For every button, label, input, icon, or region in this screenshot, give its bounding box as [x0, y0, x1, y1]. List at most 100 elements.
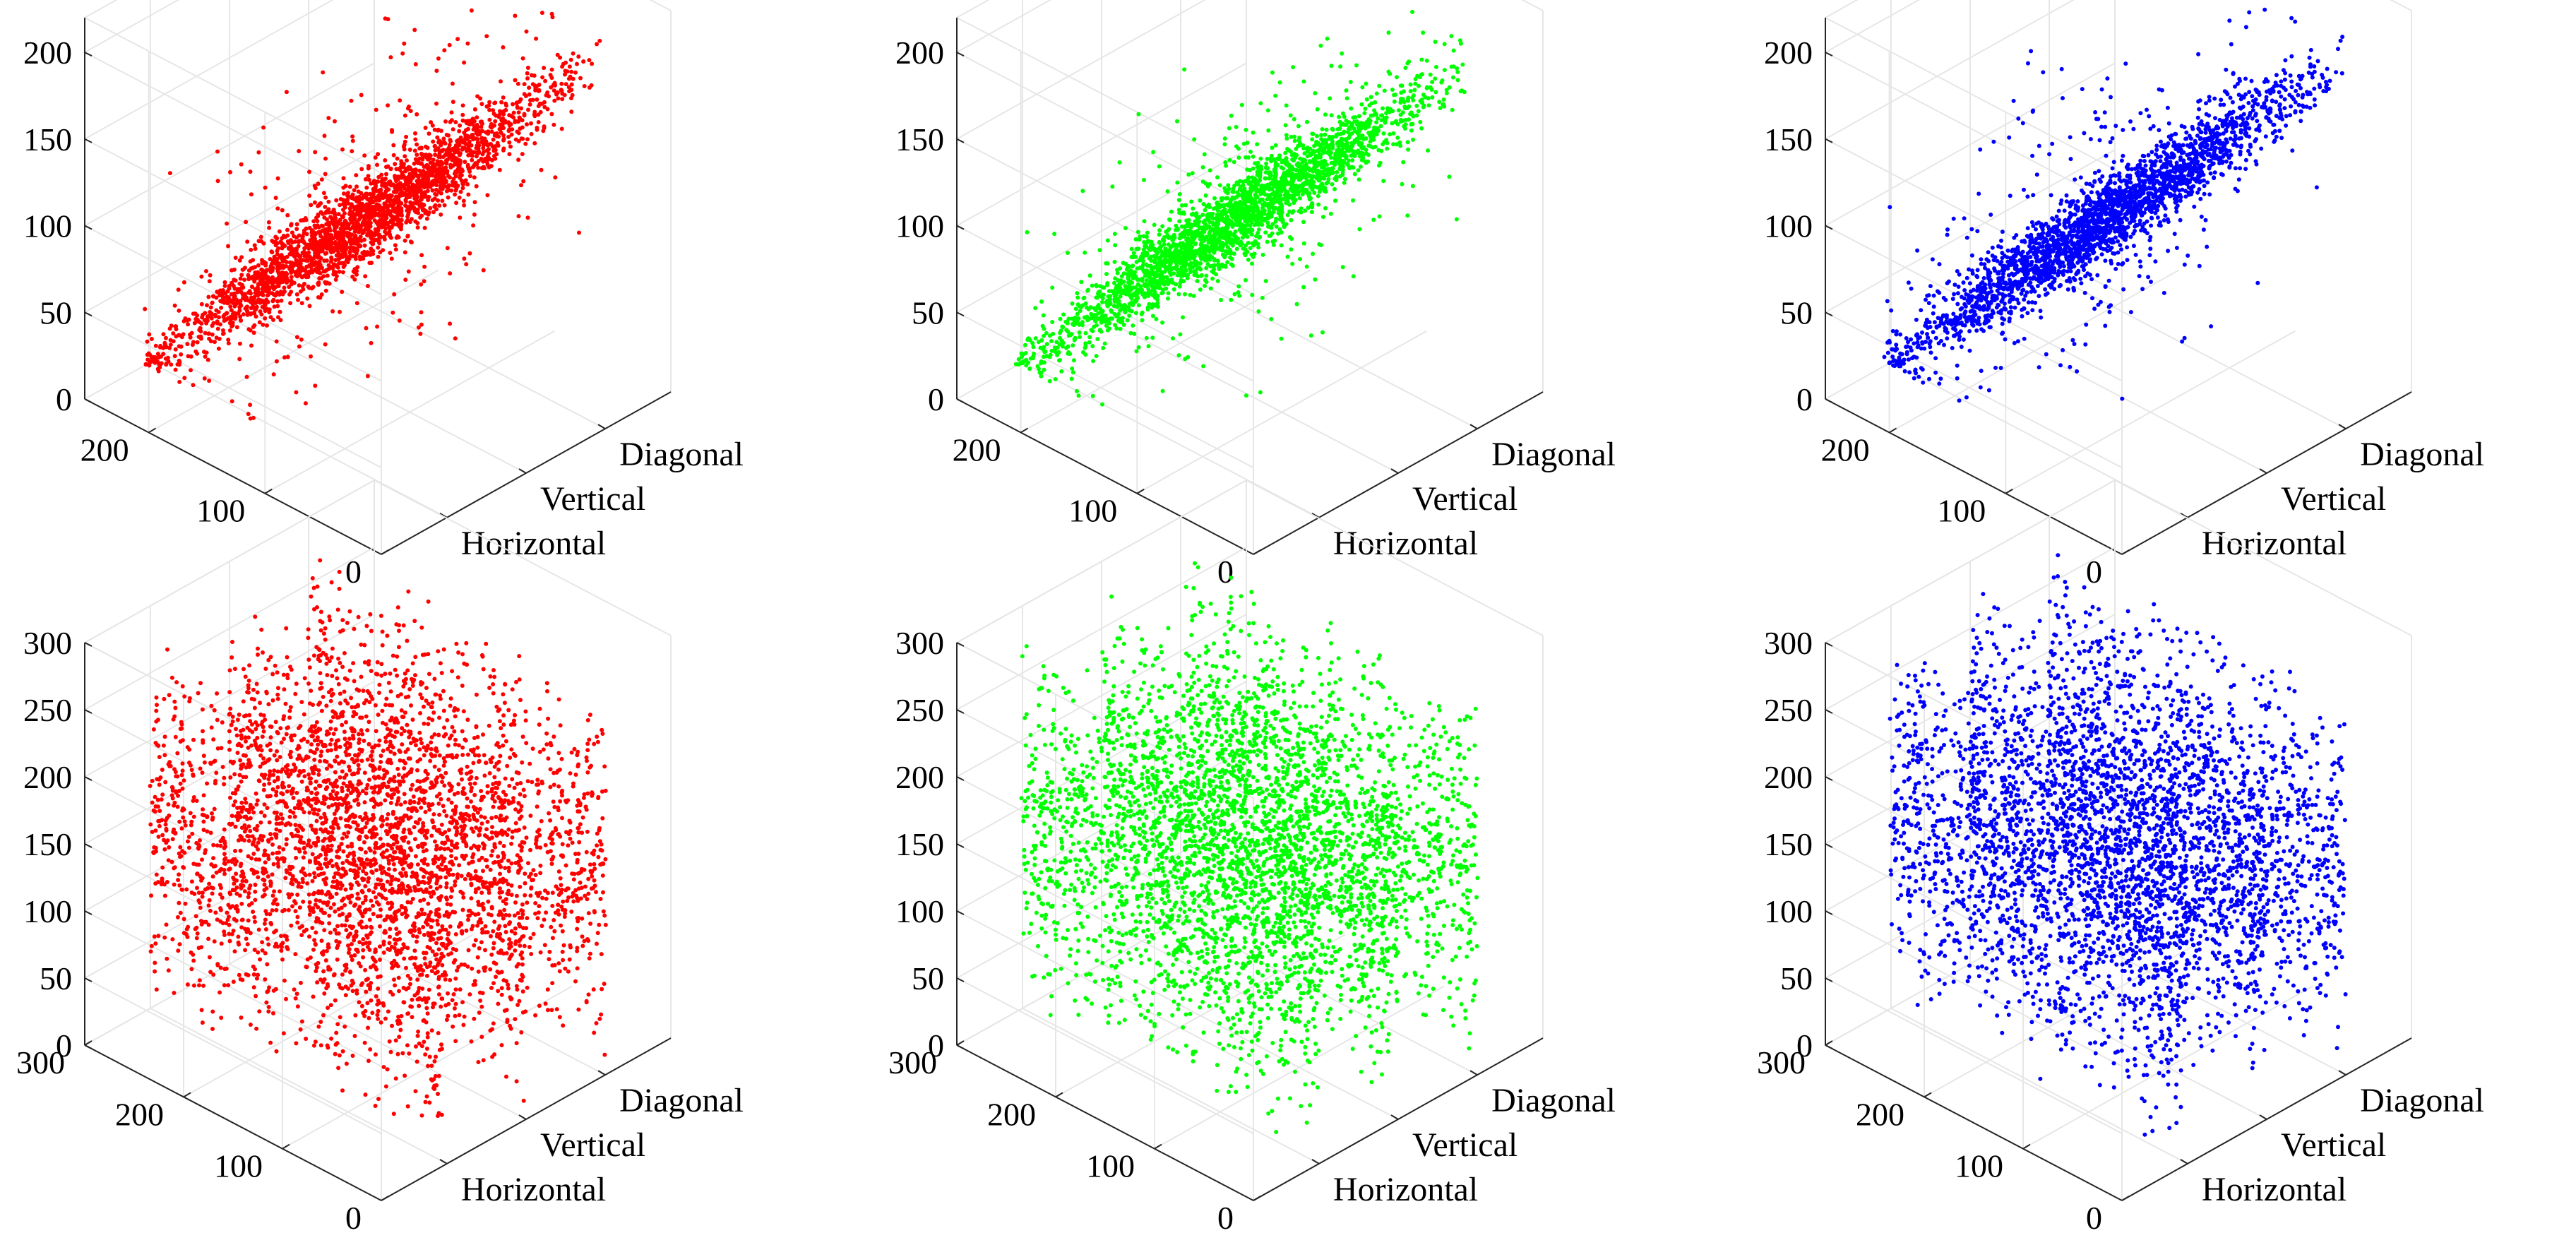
data-point — [1329, 113, 1334, 118]
data-point — [1118, 326, 1123, 331]
data-point — [520, 136, 525, 141]
data-point — [439, 179, 443, 184]
data-point — [1263, 279, 1268, 283]
data-point — [1398, 100, 1403, 105]
data-point — [513, 13, 518, 18]
data-point — [405, 158, 409, 163]
data-point — [215, 179, 220, 184]
data-point — [1123, 226, 1128, 230]
data-point — [1129, 246, 1134, 251]
data-point — [446, 195, 451, 200]
data-point — [1189, 199, 1194, 204]
data-point — [288, 301, 293, 306]
data-point — [1050, 285, 1055, 290]
data-point — [256, 275, 261, 280]
data-point — [404, 134, 409, 139]
data-point — [1152, 260, 1157, 265]
data-point — [252, 311, 257, 316]
data-point — [422, 154, 427, 159]
data-point — [1137, 258, 1142, 263]
data-point — [1126, 285, 1131, 290]
data-point — [353, 254, 358, 258]
data-point — [501, 121, 506, 126]
data-point — [1135, 290, 1140, 295]
data-point — [159, 354, 163, 359]
data-point — [455, 37, 460, 42]
data-point — [273, 239, 278, 244]
data-point — [282, 256, 287, 261]
data-point — [1040, 323, 1045, 328]
data-point — [418, 331, 423, 336]
data-point — [172, 354, 177, 359]
data-point — [1198, 249, 1203, 254]
data-point — [461, 198, 466, 203]
data-point — [304, 218, 309, 222]
data-point — [256, 150, 261, 155]
data-point — [217, 336, 222, 341]
data-point — [442, 175, 447, 180]
data-point — [376, 198, 381, 203]
data-point — [422, 264, 427, 269]
data-point — [1168, 251, 1173, 256]
data-point — [428, 173, 433, 178]
data-point — [1157, 240, 1162, 245]
data-point — [274, 339, 279, 344]
data-point — [338, 203, 342, 208]
y-tick-label: 200 — [80, 431, 129, 467]
data-point — [1204, 266, 1209, 270]
data-point — [1160, 224, 1165, 229]
data-point — [237, 287, 242, 292]
data-point — [1245, 167, 1250, 172]
data-point — [354, 272, 359, 277]
data-point — [398, 98, 402, 103]
data-point — [1356, 177, 1361, 182]
data-point — [480, 152, 485, 157]
data-point — [479, 136, 484, 141]
data-point — [1208, 181, 1212, 186]
data-point — [240, 282, 245, 287]
data-point — [388, 193, 393, 198]
data-point — [330, 241, 335, 246]
data-point — [1330, 145, 1335, 150]
data-point — [222, 280, 227, 285]
data-point — [261, 125, 266, 130]
data-point — [256, 287, 261, 292]
data-point — [1217, 267, 1222, 271]
data-point — [269, 249, 274, 254]
data-point — [1195, 223, 1200, 228]
data-point — [1107, 321, 1111, 326]
data-point — [245, 239, 250, 244]
data-point — [496, 143, 501, 148]
data-point — [550, 15, 555, 20]
data-point — [1175, 180, 1180, 185]
data-point — [1236, 284, 1241, 289]
data-point — [334, 224, 339, 229]
data-point — [386, 187, 391, 192]
data-point — [487, 165, 491, 169]
data-point — [1289, 134, 1294, 139]
data-point — [249, 306, 254, 311]
data-point — [497, 167, 502, 172]
data-point — [1065, 319, 1070, 324]
data-point — [1313, 91, 1318, 95]
data-point — [376, 152, 381, 157]
data-point — [521, 179, 526, 184]
data-point — [533, 88, 538, 93]
data-point — [248, 403, 253, 407]
data-point — [465, 41, 470, 46]
data-point — [1123, 308, 1128, 313]
data-point — [499, 79, 503, 84]
data-point — [535, 97, 539, 102]
data-point — [365, 374, 370, 379]
data-point — [1317, 189, 1322, 194]
data-point — [1253, 161, 1258, 166]
data-point — [294, 235, 299, 240]
data-point — [424, 162, 429, 167]
data-point — [1374, 120, 1379, 125]
data-point — [423, 126, 428, 130]
data-point — [1315, 107, 1320, 112]
data-point — [375, 324, 380, 329]
data-point — [386, 197, 391, 202]
data-point — [296, 253, 300, 258]
data-point — [177, 344, 181, 349]
